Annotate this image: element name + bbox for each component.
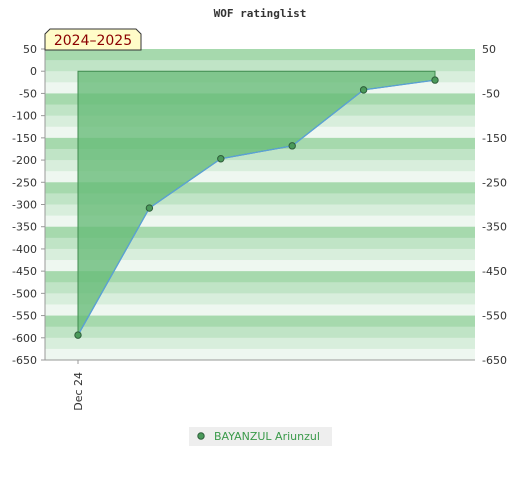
background-band	[45, 193, 475, 206]
data-point[interactable]	[288, 142, 296, 150]
background-band	[45, 348, 475, 361]
background-band	[45, 204, 475, 217]
data-point[interactable]	[74, 331, 82, 339]
background-band	[45, 237, 475, 250]
y-tick-label-left: -350	[12, 221, 37, 234]
background-band	[45, 337, 475, 350]
background-band	[45, 226, 475, 239]
period-badge: 2024–2025	[44, 28, 142, 51]
y-tick-label-left: 50	[23, 43, 37, 56]
legend-label: BAYANZUL Ariunzul	[214, 430, 320, 443]
y-tick-label-left: -550	[12, 310, 37, 323]
y-tick-label-left: -500	[12, 287, 37, 300]
y-tick-label-right: -150	[482, 132, 507, 145]
x-tick-label: Dec 24	[72, 372, 85, 411]
y-tick-label-left: -50	[19, 87, 37, 100]
data-point[interactable]	[145, 204, 154, 212]
background-band	[45, 182, 475, 194]
background-band	[45, 271, 475, 283]
y-axis-left: 50 0 -50 -100 -150 -200 -250 -300 -350 -400 -450 -5…	[12, 43, 45, 367]
y-tick-label-right: -450	[482, 265, 507, 278]
legend: BAYANZUL Ariunzul	[189, 427, 332, 446]
background-band	[45, 60, 475, 72]
y-tick-label-right: -550	[482, 310, 507, 323]
y-tick-label-right: 50	[482, 43, 496, 56]
legend-marker	[197, 432, 205, 440]
y-axis-right: 50 -50 -150 -250 -350 -450 -550 -650	[482, 43, 507, 367]
y-tick-label-right: -250	[482, 176, 507, 189]
y-tick-label-left: -600	[12, 332, 37, 345]
legend-box	[189, 427, 332, 446]
chart-title: WOF ratinglist	[214, 7, 307, 20]
period-badge-text: 2024–2025	[54, 33, 132, 49]
background-band	[45, 49, 475, 61]
background-band	[45, 260, 475, 272]
series-area-layer	[74, 70, 439, 339]
data-point[interactable]	[431, 76, 439, 84]
period-badge-box	[44, 28, 142, 51]
y-tick-label-left: 0	[30, 65, 37, 78]
background-band	[45, 160, 475, 172]
background-band	[45, 248, 475, 261]
x-axis: Dec 24	[72, 360, 85, 411]
y-tick-label-left: -400	[12, 243, 37, 256]
background-band	[45, 315, 475, 328]
background-band	[45, 171, 475, 183]
y-tick-label-right: -650	[482, 354, 507, 367]
series-line	[77, 79, 436, 336]
y-tick-label-left: -450	[12, 265, 37, 278]
y-tick-label-left: -300	[12, 199, 37, 212]
background-band	[45, 293, 475, 306]
y-tick-label-left: -200	[12, 154, 37, 167]
background-band	[45, 215, 475, 228]
background-band	[45, 148, 475, 161]
y-tick-label-right: -50	[482, 87, 500, 100]
data-point[interactable]	[359, 86, 368, 94]
y-tick-label-right: -350	[482, 221, 507, 234]
y-tick-label-left: -100	[12, 110, 37, 123]
y-tick-label-left: -250	[12, 176, 37, 189]
y-tick-label-left: -650	[12, 354, 37, 367]
background-band	[45, 304, 475, 317]
background-band	[45, 326, 475, 339]
y-tick-label-left: -150	[12, 132, 37, 145]
data-point[interactable]	[217, 155, 225, 163]
background-band	[45, 282, 475, 294]
